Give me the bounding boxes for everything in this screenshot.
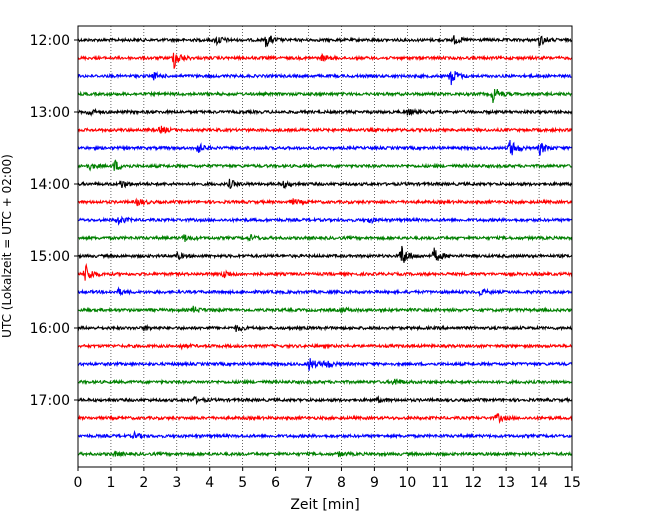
trace-line-1430 [77, 215, 573, 226]
plot-frame [77, 25, 573, 468]
y-axis-label: UTC (Lokalzeit = UTC + 02:00) [0, 154, 14, 338]
trace-line-1545 [77, 305, 573, 315]
y-axis: 12:00 13:00 14:00 15:00 16:00 17:00 [30, 33, 78, 409]
x-tick-label: 13 [497, 475, 515, 491]
trace-line-1315 [77, 125, 573, 134]
x-tick-label: 7 [304, 475, 313, 491]
trace-line-1200 [77, 35, 573, 48]
x-tick-label: 14 [530, 475, 548, 491]
trace-line-1515 [77, 262, 573, 281]
trace-line-1400 [77, 178, 573, 190]
trace-line-1530 [77, 286, 573, 297]
trace-group [77, 35, 573, 458]
x-tick-label: 5 [238, 475, 247, 491]
y-tick-label: 14:00 [30, 177, 70, 193]
trace-line-1645 [77, 378, 573, 386]
y-tick-label: 17:00 [30, 393, 70, 409]
trace-line-1415 [77, 197, 573, 207]
trace-line-1615 [77, 342, 573, 351]
y-tick-label: 13:00 [30, 105, 70, 121]
trace-line-1245 [77, 88, 573, 103]
trace-line-1230 [77, 71, 573, 86]
x-tick-label: 10 [398, 475, 416, 491]
x-tick-label: 12 [464, 475, 482, 491]
plot-background [78, 26, 572, 467]
trace-line-1445 [77, 234, 573, 243]
y-tick-label: 15:00 [30, 249, 70, 265]
trace-line-1215 [77, 52, 573, 69]
x-tick-label: 0 [74, 475, 83, 491]
trace-line-1630 [77, 358, 573, 371]
trace-line-1345 [77, 159, 573, 172]
x-tick-label: 6 [271, 475, 280, 491]
x-axis-label: Zeit [min] [290, 497, 359, 513]
trace-line-1300 [77, 107, 573, 117]
x-tick-label: 2 [139, 475, 148, 491]
x-tick-label: 1 [106, 475, 115, 491]
trace-line-1700 [77, 395, 573, 406]
trace-line-1730 [77, 429, 573, 440]
x-tick-label: 3 [172, 475, 181, 491]
x-tick-label: 8 [337, 475, 346, 491]
trace-line-1745 [77, 450, 573, 458]
x-tick-label: 11 [431, 475, 449, 491]
x-tick-label: 4 [205, 475, 214, 491]
trace-line-1715 [77, 413, 573, 425]
x-tick-label: 9 [370, 475, 379, 491]
x-axis: 0 1 2 3 4 5 6 7 8 9 10 11 12 13 14 15 [74, 467, 581, 491]
x-tick-label: 15 [563, 475, 581, 491]
y-tick-label: 16:00 [30, 321, 70, 337]
y-tick-label: 12:00 [30, 33, 70, 49]
trace-line-1330 [77, 139, 573, 156]
trace-line-1500 [77, 245, 573, 263]
trace-line-1600 [77, 324, 573, 332]
